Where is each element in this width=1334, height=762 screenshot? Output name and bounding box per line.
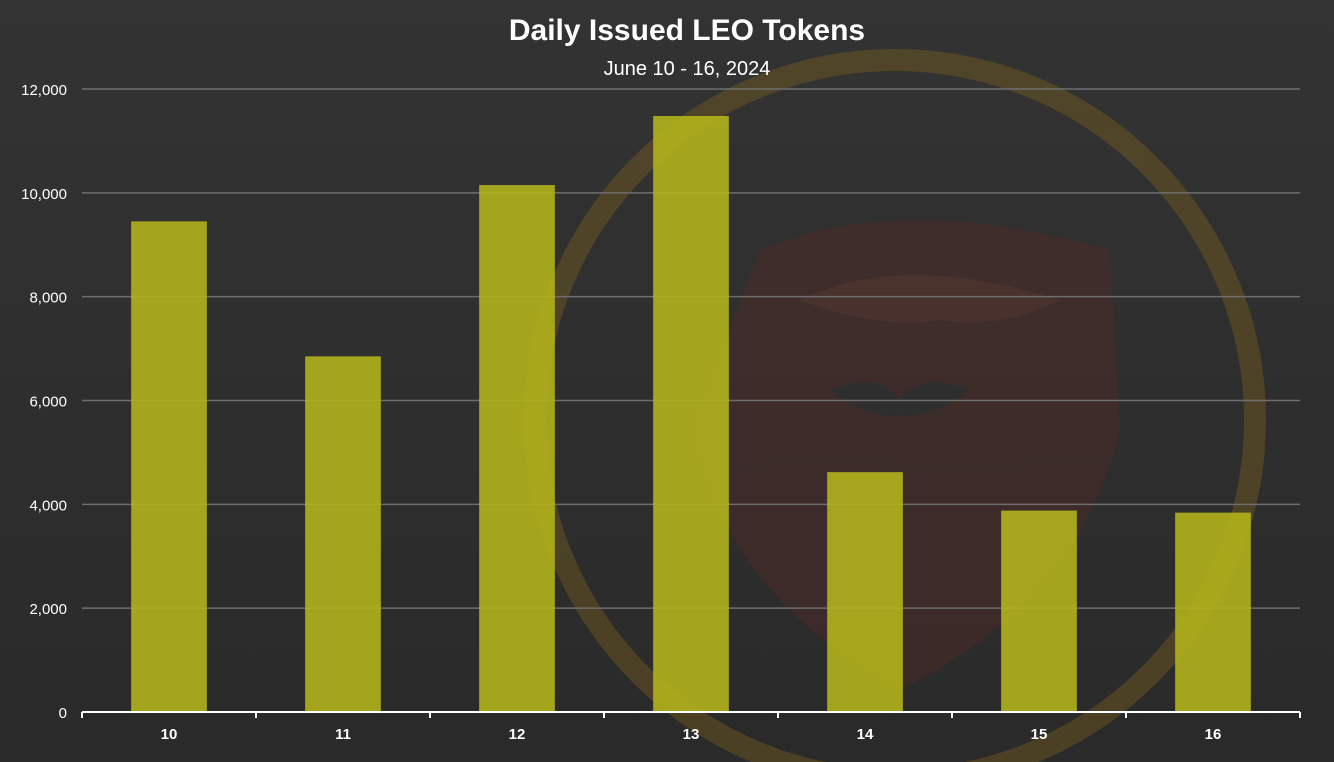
y-tick-label: 12,000 bbox=[21, 82, 67, 99]
x-tick-labels: 10 11 12 13 14 15 16 bbox=[161, 726, 1222, 743]
bar-15 bbox=[1001, 510, 1077, 712]
bar-10 bbox=[131, 221, 207, 712]
chart-subtitle: June 10 - 16, 2024 bbox=[604, 58, 771, 80]
y-tick-label: 8,000 bbox=[29, 290, 67, 307]
chart-title: Daily Issued LEO Tokens bbox=[509, 14, 865, 47]
x-tick-label: 12 bbox=[509, 726, 526, 743]
y-tick-label: 6,000 bbox=[29, 394, 67, 411]
x-tick-label: 14 bbox=[857, 726, 874, 743]
y-tick-label: 10,000 bbox=[21, 186, 67, 203]
x-tick-label: 15 bbox=[1031, 726, 1048, 743]
bar-14 bbox=[827, 472, 903, 712]
x-tick-label: 13 bbox=[683, 726, 700, 743]
x-tick-label: 10 bbox=[161, 726, 178, 743]
x-tick-label: 16 bbox=[1205, 726, 1222, 743]
bar-11 bbox=[305, 356, 381, 712]
y-tick-label: 0 bbox=[59, 705, 67, 722]
y-tick-label: 4,000 bbox=[29, 497, 67, 514]
x-tick-label: 11 bbox=[335, 726, 351, 743]
y-tick-label: 2,000 bbox=[29, 601, 67, 618]
axes bbox=[81, 711, 1301, 718]
bars bbox=[131, 115, 1251, 713]
y-tick-labels: 0 2,000 4,000 6,000 8,000 10,000 12,000 bbox=[21, 82, 67, 722]
bar-12 bbox=[479, 185, 555, 712]
bar-13 bbox=[653, 115, 729, 713]
bar-16 bbox=[1175, 512, 1251, 712]
